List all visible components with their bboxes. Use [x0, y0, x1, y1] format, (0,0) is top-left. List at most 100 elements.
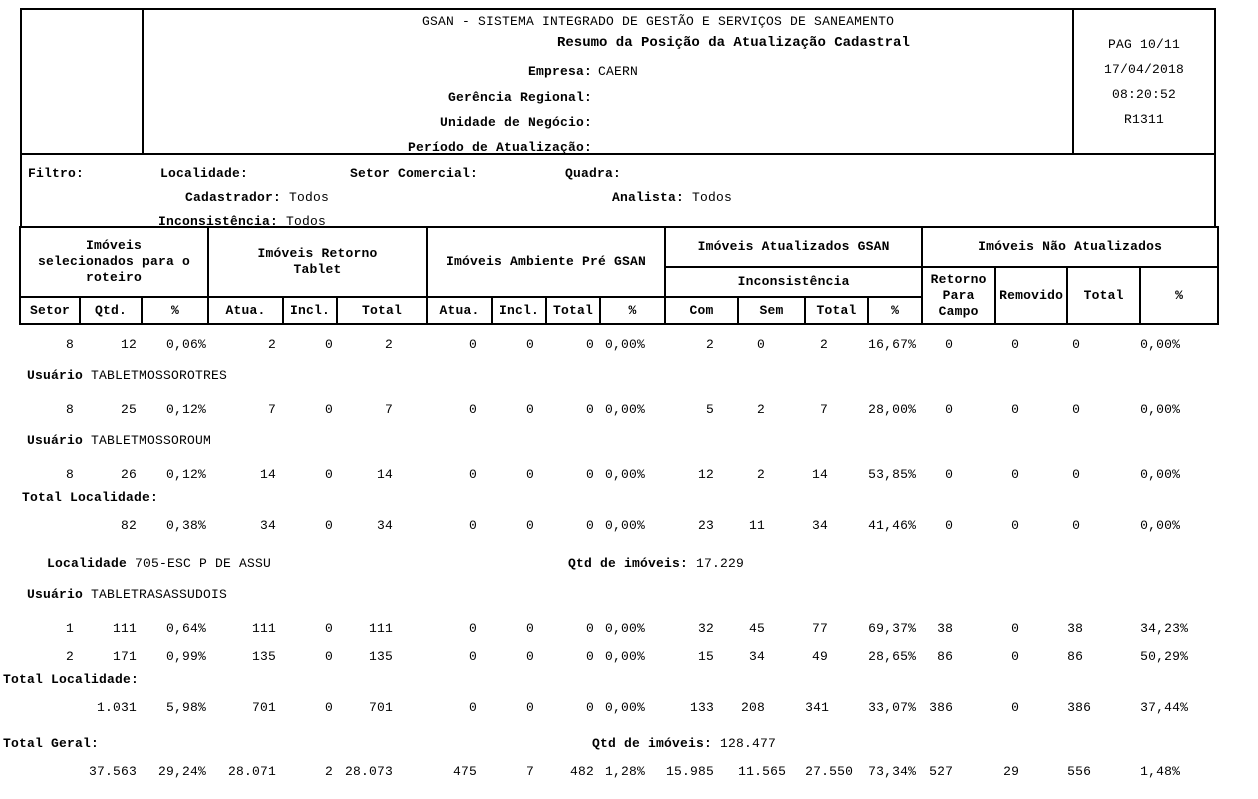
- col-pct-pre-gsan: %: [599, 296, 667, 325]
- data-cell: 29: [1003, 764, 1020, 779]
- data-cell: 8: [65, 402, 74, 417]
- col-total-pre-gsan: Total: [545, 296, 602, 325]
- user-label: Usuário: [27, 368, 84, 383]
- report-header: GSAN - SISTEMA INTEGRADO DE GESTÃO E SER…: [20, 8, 1216, 155]
- localidade-value: 705-ESC P DE ASSU: [127, 556, 272, 571]
- user-value: TABLETRASASSUDOIS: [83, 587, 228, 602]
- table-row-data: 37.563 29,24% 28.071 2 28.073 475 7 482 1,28% 15.…: [20, 753, 1218, 781]
- field-empresa-value: CAERN: [598, 64, 639, 79]
- field-gerencia-label: Gerência Regional:: [447, 90, 592, 105]
- data-cell: 7: [526, 764, 535, 779]
- data-cell: 73,34%: [868, 764, 917, 779]
- report-code: R1311: [1123, 112, 1164, 127]
- data-cell: 0: [324, 621, 333, 636]
- data-cell: 37.563: [88, 764, 137, 779]
- data-cell: 41,46%: [868, 518, 917, 533]
- col-pct-nao-atualizados: %: [1139, 266, 1220, 325]
- data-cell: 29,24%: [157, 764, 206, 779]
- data-cell: 701: [369, 700, 394, 715]
- data-cell: 1,28%: [605, 764, 646, 779]
- data-cell: 28,00%: [868, 402, 917, 417]
- col-pct-inconsistencia: %: [867, 296, 924, 325]
- table-row-data: 8 12 0,06% 2 0 2 0 0 0 0,00% 2 0 2 16,67% 0 0 0 0,00%: [20, 324, 1218, 354]
- data-cell: 0,00%: [605, 518, 646, 533]
- data-cell: 0: [526, 621, 535, 636]
- data-cell: 0: [469, 621, 478, 636]
- data-cell: 0: [324, 700, 333, 715]
- data-cell: 2: [267, 337, 276, 352]
- data-cell: 2: [706, 337, 715, 352]
- data-cell: 0: [945, 518, 954, 533]
- data-cell: 0,12%: [165, 402, 206, 417]
- section-cell: Usuário TABLETMOSSOROTRES: [20, 354, 1218, 385]
- group-imoveis-pre-gsan: Imóveis Ambiente Pré GSAN: [426, 226, 667, 298]
- data-cell: 0: [1011, 402, 1020, 417]
- data-cell: 16,67%: [868, 337, 917, 352]
- group-header-row: Imóveis selecionados para o roteiro Imóv…: [19, 226, 1220, 298]
- filter-box: Filtro: Localidade: Setor Comercial: Qua…: [20, 153, 1216, 229]
- data-cell: 38: [1067, 621, 1084, 636]
- data-cell: 26: [120, 467, 137, 482]
- data-cell: 15: [698, 649, 715, 664]
- table-row-data: 2 171 0,99% 135 0 135 0 0 0 0,00% 15 34 49 28,65% 86 0 8…: [20, 638, 1218, 666]
- filter-inconsistencia: Inconsistência: Todos: [158, 214, 327, 229]
- subgroup-header-row: Inconsistência Retorno Para Campo Removi…: [20, 266, 1220, 325]
- group-imoveis-selecionados: Imóveis selecionados para o roteiro: [19, 226, 209, 298]
- localidade-label: Localidade: [47, 556, 128, 571]
- col-removido: Removido: [994, 266, 1069, 325]
- data-cell: 171: [112, 649, 137, 664]
- data-cell: 11.565: [738, 764, 787, 779]
- user-value: TABLETMOSSOROTRES: [83, 368, 228, 383]
- data-cell: 0: [1072, 402, 1081, 417]
- data-cell: 86: [937, 649, 954, 664]
- section-cell: Total Localidade:: [20, 484, 1218, 507]
- data-cell: 2: [324, 764, 333, 779]
- data-cell: 23: [698, 518, 715, 533]
- filter-title: Filtro:: [28, 166, 85, 181]
- data-cell: 69,37%: [868, 621, 917, 636]
- col-atua-pre-gsan: Atua.: [426, 296, 494, 325]
- table-row-data: 82 0,38% 34 0 34 0 0 0 0,00% 23 11 34 41,46% 0 0 0 0,00%: [20, 507, 1218, 535]
- table-row-label: Total Localidade:: [20, 484, 1218, 507]
- data-cell: 386: [1067, 700, 1092, 715]
- col-qtd: Qtd.: [79, 296, 143, 325]
- data-cell: 28,65%: [868, 649, 917, 664]
- user-label: Usuário: [27, 587, 84, 602]
- data-cell: 33,07%: [868, 700, 917, 715]
- data-cell: 27.550: [805, 764, 854, 779]
- section-cell: Usuário TABLETRASASSUDOIS: [20, 573, 1218, 604]
- data-cell: 34: [259, 518, 276, 533]
- page-info-box: PAG 10/11 17/04/2018 08:20:52 R1311: [1072, 10, 1214, 153]
- data-cell: 11: [749, 518, 766, 533]
- data-cell: 111: [369, 621, 394, 636]
- col-atua-tablet: Atua.: [207, 296, 284, 325]
- data-cell: 0: [526, 700, 535, 715]
- data-cell: 0,38%: [165, 518, 206, 533]
- group-imoveis-atualizados-gsan: Imóveis Atualizados GSAN: [664, 226, 924, 268]
- data-cell: 0: [1011, 649, 1020, 664]
- data-cell: 0: [945, 402, 954, 417]
- qtd-imoveis-value: 17.229: [688, 556, 745, 571]
- data-cell: 53,85%: [868, 467, 917, 482]
- data-cell: 25: [120, 402, 137, 417]
- data-cell: 0: [469, 467, 478, 482]
- filter-line-2: Cadastrador: Todos Analista: Todos: [22, 190, 1214, 207]
- data-cell: 14: [377, 467, 394, 482]
- table-row-user: Usuário TABLETMOSSOROTRES: [20, 354, 1218, 385]
- data-cell: [20, 753, 80, 781]
- label-label: Total Localidade:: [22, 490, 159, 505]
- filter-line-1: Filtro: Localidade: Setor Comercial: Qua…: [22, 166, 1214, 183]
- data-cell: 0,00%: [1140, 518, 1181, 533]
- data-cell: 1: [65, 621, 74, 636]
- data-cell: 0: [324, 649, 333, 664]
- section-cell: Localidade 705-ESC P DE ASSU Qtd de imóve…: [20, 535, 1218, 573]
- filter-quadra: Quadra:: [565, 166, 622, 181]
- data-cell: 0,99%: [165, 649, 206, 664]
- data-cell: 0,06%: [165, 337, 206, 352]
- data-cell: 0: [586, 518, 595, 533]
- data-cell: 82: [120, 518, 137, 533]
- data-cell: 12: [698, 467, 715, 482]
- data-cell: 0: [586, 337, 595, 352]
- col-incl-tablet: Incl.: [282, 296, 338, 325]
- data-cell: 2: [65, 649, 74, 664]
